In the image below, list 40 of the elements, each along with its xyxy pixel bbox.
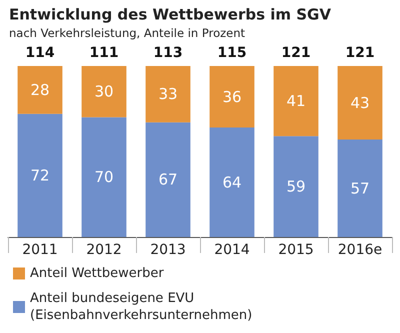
data-label: 41 [286,92,306,110]
data-label: 70 [94,168,114,186]
data-label: 57 [350,179,370,198]
bar [274,66,318,136]
x-tick-label: 2014 [214,242,250,258]
data-label: 72 [30,166,50,184]
bar [18,66,62,114]
annotation: 113 [153,45,183,61]
x-tick-label: 2015 [278,242,314,258]
data-label: 30 [94,82,114,101]
annotation: 111 [89,45,119,61]
bar [210,66,254,128]
annotation: 114 [25,45,55,61]
bar [82,66,126,118]
bar [82,117,126,237]
x-tick-label: 2016e [338,242,382,258]
annotation: 121 [281,45,311,61]
data-label: 36 [222,88,242,106]
annotation: 115 [217,45,247,61]
x-tick-label: 2011 [22,242,58,258]
bar [338,140,382,237]
annotation: 121 [345,45,375,61]
x-tick-label: 2012 [86,242,122,258]
legend-label: Anteil Wettbewerber [30,266,164,281]
data-label: 33 [158,85,178,104]
bar [146,122,190,237]
chart-subtitle: nach Verkehrsleistung, Anteile in Prozent [9,26,246,40]
bar [18,114,62,237]
chart-title: Entwicklung des Wettbewerbs im SGV [9,6,332,24]
bar [146,66,190,122]
data-label: 67 [158,170,178,189]
data-label: 28 [30,80,50,99]
x-tick-label: 2013 [150,242,186,258]
data-label: 59 [286,178,306,196]
data-label: 64 [222,173,242,192]
bar [210,128,254,237]
legend-label: Anteil bundeseigene EVU (Eisenbahnverkehrsunternehmen) [30,291,252,323]
bar [338,66,382,140]
bar [274,136,318,237]
data-label: 43 [350,94,370,112]
